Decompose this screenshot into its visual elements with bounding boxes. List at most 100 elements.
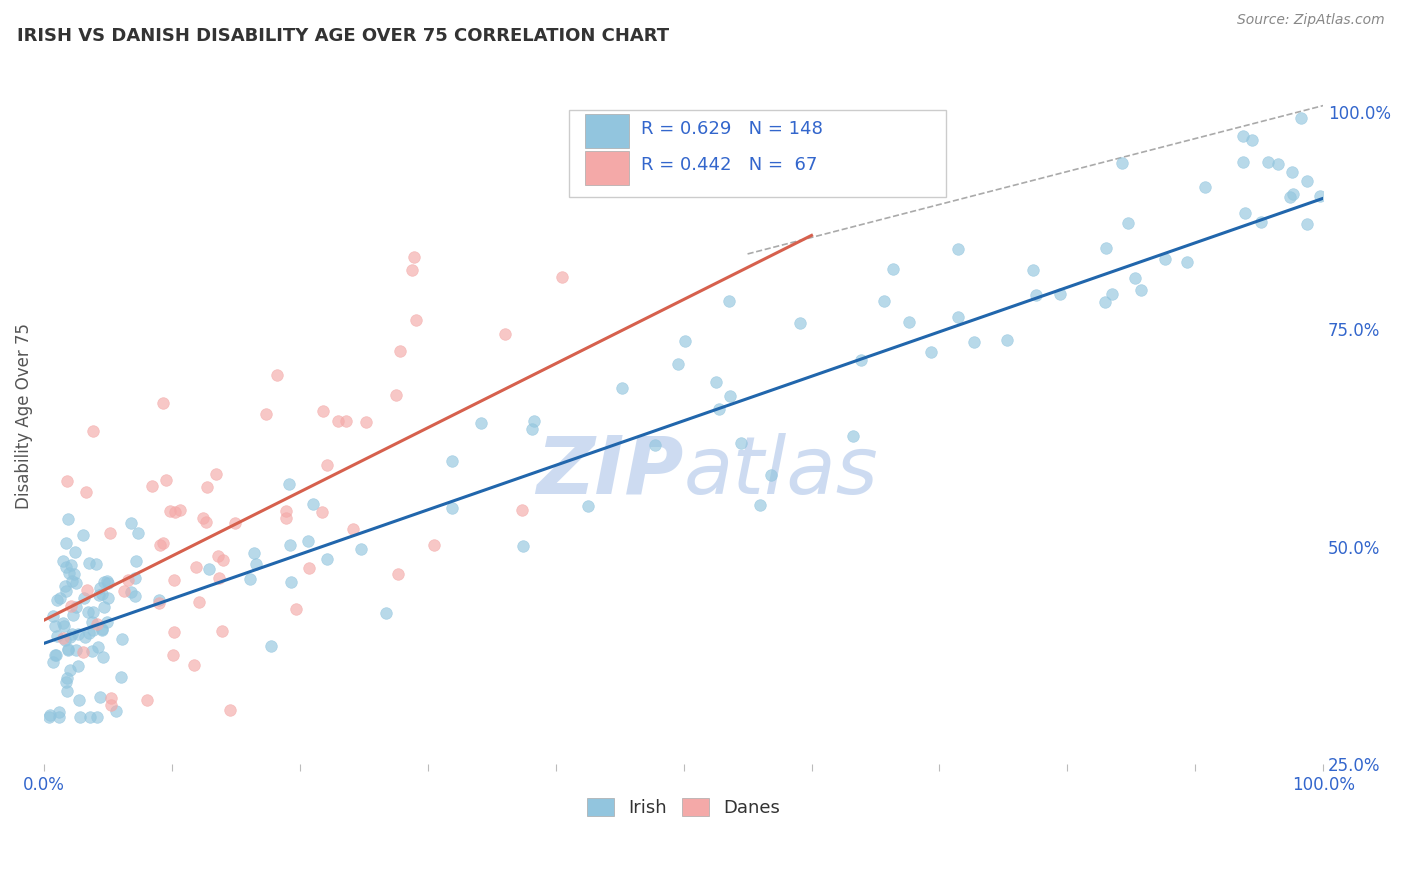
Point	[55, 536, 77, 550]
Point	[297, 534, 319, 549]
Point	[45, 629, 67, 643]
Point	[198, 561, 221, 575]
Point	[1232, 129, 1254, 144]
Point	[79, 710, 101, 724]
Point	[704, 375, 727, 389]
Point	[169, 503, 191, 517]
Point	[1281, 165, 1303, 179]
Point	[278, 538, 301, 552]
Text: R = 0.442   N =  67: R = 0.442 N = 67	[641, 156, 818, 174]
Point	[45, 592, 67, 607]
Point	[1049, 286, 1071, 301]
Point	[402, 250, 425, 264]
Point	[1123, 271, 1146, 285]
Point	[707, 401, 730, 416]
Point	[920, 345, 942, 359]
Point	[1250, 215, 1272, 229]
Point	[124, 589, 146, 603]
Point	[1309, 188, 1331, 202]
Point	[441, 500, 464, 515]
Point	[53, 579, 76, 593]
Point	[82, 615, 104, 629]
Point	[211, 553, 233, 567]
Point	[148, 596, 170, 610]
Point	[1232, 155, 1254, 169]
Text: R = 0.629   N = 148: R = 0.629 N = 148	[641, 120, 824, 138]
Point	[58, 643, 80, 657]
Point	[423, 538, 446, 552]
Point	[52, 615, 75, 630]
Point	[93, 600, 115, 615]
Point	[67, 693, 90, 707]
Point	[441, 453, 464, 467]
Point	[194, 515, 217, 529]
Point	[1282, 186, 1305, 201]
Point	[148, 592, 170, 607]
Point	[1129, 283, 1152, 297]
Point	[53, 619, 76, 633]
Text: IRISH VS DANISH DISABILITY AGE OVER 75 CORRELATION CHART: IRISH VS DANISH DISABILITY AGE OVER 75 C…	[17, 27, 669, 45]
Point	[384, 387, 406, 401]
Point	[79, 556, 101, 570]
Point	[162, 648, 184, 662]
Point	[52, 554, 75, 568]
Point	[326, 414, 349, 428]
Point	[44, 619, 66, 633]
Point	[335, 414, 357, 428]
Point	[56, 512, 79, 526]
Point	[1278, 190, 1301, 204]
Point	[48, 710, 70, 724]
Point	[39, 708, 62, 723]
Point	[1233, 206, 1256, 220]
Point	[302, 498, 325, 512]
Point	[159, 504, 181, 518]
Point	[551, 269, 574, 284]
Point	[96, 615, 118, 629]
Point	[55, 584, 77, 599]
Point	[1111, 156, 1133, 170]
Point	[120, 585, 142, 599]
Point	[315, 552, 337, 566]
Point	[1025, 288, 1047, 302]
Point	[117, 573, 139, 587]
Point	[124, 570, 146, 584]
Point	[312, 404, 335, 418]
Point	[76, 583, 98, 598]
Point	[388, 343, 411, 358]
Point	[91, 623, 114, 637]
Point	[576, 500, 599, 514]
Point	[91, 649, 114, 664]
Point	[218, 703, 240, 717]
Point	[48, 706, 70, 720]
Point	[55, 674, 77, 689]
Point	[65, 545, 87, 559]
Point	[995, 333, 1018, 347]
Point	[405, 313, 427, 327]
Point	[1296, 217, 1319, 231]
Legend: Irish, Danes: Irish, Danes	[579, 790, 787, 824]
Point	[89, 581, 111, 595]
Point	[91, 622, 114, 636]
FancyBboxPatch shape	[585, 114, 628, 148]
Point	[152, 395, 174, 409]
Point	[1257, 155, 1279, 169]
Point	[278, 477, 301, 491]
Point	[208, 571, 231, 585]
Point	[207, 549, 229, 563]
Point	[98, 525, 121, 540]
Point	[1021, 263, 1043, 277]
Point	[72, 645, 94, 659]
Point	[882, 262, 904, 277]
Point	[65, 599, 87, 614]
Point	[141, 479, 163, 493]
Point	[97, 576, 120, 591]
Point	[470, 417, 492, 431]
Point	[224, 516, 246, 530]
Point	[82, 605, 104, 619]
Point	[353, 868, 375, 882]
Point	[183, 657, 205, 672]
Point	[1240, 133, 1263, 147]
Point	[378, 830, 401, 845]
Point	[84, 558, 107, 572]
Point	[401, 263, 423, 277]
